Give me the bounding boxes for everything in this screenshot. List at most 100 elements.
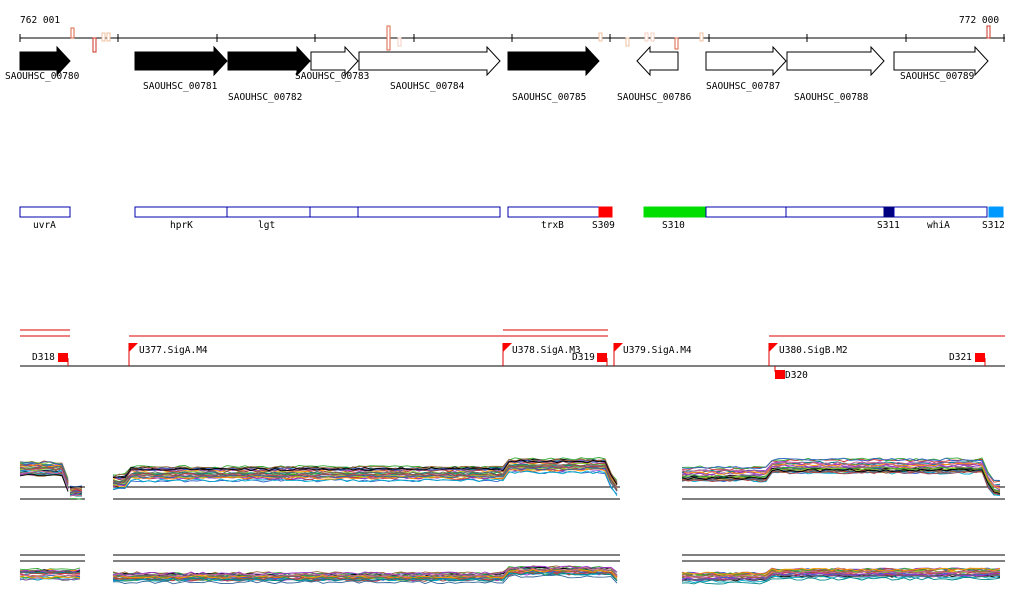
gene-label: SAOUHSC_00783 [295, 71, 369, 82]
gene-arrow[interactable] [636, 45, 679, 77]
regulation-track: U377.SigA.M4 U378.SigA.M3 U379.SigA.M4 U… [20, 329, 1005, 381]
gene-SAOUHSC_00786[interactable]: SAOUHSC_00786 [617, 45, 692, 103]
terminator-marker[interactable] [775, 370, 785, 379]
expression-trace [112, 567, 618, 578]
segment-box[interactable] [785, 206, 885, 218]
expression-trace [112, 459, 618, 485]
gene-label: SAOUHSC_00780 [5, 71, 80, 82]
promoter-U377[interactable]: U377.SigA.M4 [128, 343, 208, 366]
expression-trace [681, 470, 1001, 497]
promoter-flag[interactable] [614, 343, 623, 352]
expression-trace [19, 569, 81, 574]
expression-trace [19, 573, 81, 577]
probe-mark [106, 32, 111, 42]
ruler-end-label: 772 000 [959, 15, 999, 26]
expression-trace [681, 573, 1001, 582]
terminator-D319[interactable]: D319 [572, 352, 608, 366]
segment-label-S310: S310 [662, 220, 685, 231]
expression-trace [19, 464, 69, 484]
terminator-D321[interactable]: D321 [949, 352, 986, 366]
expression-trace [19, 571, 81, 576]
expression-trace [70, 498, 83, 500]
probe-mark [397, 37, 402, 47]
expression-trace [19, 567, 81, 572]
segment-track: uvrA hprK lgt trxB whiA S309 S310 S311 S… [19, 206, 1005, 231]
promoter-label: U379.SigA.M4 [623, 345, 692, 356]
segment-box[interactable] [893, 206, 988, 218]
gene-label: SAOUHSC_00787 [706, 81, 780, 92]
gene-arrow[interactable] [705, 45, 787, 77]
gene-arrow[interactable] [786, 45, 885, 77]
segment-box[interactable] [226, 206, 311, 218]
segment-label-S312: S312 [982, 220, 1005, 231]
segment-box[interactable] [507, 206, 600, 218]
probe-mark [650, 32, 655, 42]
gene-label: SAOUHSC_00785 [512, 92, 586, 103]
gene-SAOUHSC_00784[interactable]: SAOUHSC_00784 [358, 45, 501, 92]
segment-S309[interactable] [598, 206, 613, 218]
probe-mark [386, 25, 391, 51]
terminator-marker[interactable] [597, 353, 607, 362]
promoter-flag[interactable] [129, 343, 138, 352]
segment-label-S309: S309 [592, 220, 615, 231]
gene-label: SAOUHSC_00786 [617, 92, 692, 103]
probe-mark [598, 32, 603, 42]
gene-SAOUHSC_00787[interactable]: SAOUHSC_00787 [705, 45, 787, 92]
probe-mark [674, 37, 679, 50]
segment-box[interactable] [134, 206, 228, 218]
gene-label: SAOUHSC_00782 [228, 92, 302, 103]
segment-box[interactable] [705, 206, 787, 218]
promoter-U380[interactable]: U380.SigB.M2 [768, 343, 848, 366]
gene-arrow[interactable] [507, 45, 600, 77]
probe-mark [101, 32, 106, 42]
promoter-label: U377.SigA.M4 [139, 345, 208, 356]
gene-arrow[interactable] [358, 45, 501, 77]
expression-trace [69, 486, 83, 489]
promoter-flag[interactable] [769, 343, 778, 352]
terminator-D320[interactable]: D320 [774, 366, 808, 381]
gene-arrow[interactable] [893, 45, 989, 77]
gene-SAOUHSC_00780[interactable]: SAOUHSC_00780 [5, 45, 80, 82]
gene-arrow[interactable] [19, 45, 71, 77]
expression-trace [19, 473, 69, 492]
promoter-U379[interactable]: U379.SigA.M4 [613, 343, 692, 366]
expression-trace [69, 490, 83, 494]
terminator-marker[interactable] [58, 353, 68, 362]
gene-name-trxB: trxB [541, 220, 564, 231]
segment-box[interactable] [357, 206, 501, 218]
gene-track: SAOUHSC_00780 SAOUHSC_00781 SAOUHSC_0078… [5, 45, 989, 103]
terminator-D318[interactable]: D318 [32, 352, 69, 366]
segment-S312[interactable] [988, 206, 1004, 218]
promoter-U378[interactable]: U378.SigA.M3 [502, 343, 581, 366]
promoter-flag[interactable] [503, 343, 512, 352]
gene-SAOUHSC_00781[interactable]: SAOUHSC_00781 [134, 45, 228, 92]
gene-name-whiA: whiA [927, 220, 950, 231]
segment-S311[interactable] [883, 206, 895, 218]
gene-arrow[interactable] [310, 45, 359, 77]
expression-trace [112, 467, 618, 492]
gene-label: SAOUHSC_00789 [900, 71, 975, 82]
expression-trace [112, 458, 618, 484]
gene-SAOUHSC_00789[interactable]: SAOUHSC_00789 [893, 45, 989, 82]
gene-SAOUHSC_00783[interactable]: SAOUHSC_00783 [295, 45, 369, 82]
terminator-marker[interactable] [975, 353, 985, 362]
segment-box[interactable] [309, 206, 359, 218]
probe-mark [644, 32, 649, 42]
expression-trace [112, 458, 618, 484]
expression-trace [112, 466, 618, 492]
segment-box[interactable] [19, 206, 71, 218]
segment-S310[interactable] [643, 206, 707, 218]
gene-SAOUHSC_00785[interactable]: SAOUHSC_00785 [507, 45, 600, 103]
gene-SAOUHSC_00782[interactable]: SAOUHSC_00782 [227, 45, 311, 103]
expression-lines [19, 457, 1001, 500]
gene-arrow[interactable] [227, 45, 311, 77]
ruler-track: 762 001 772 000 [19, 15, 1005, 53]
expression-trace [69, 487, 83, 491]
expression-track-bottom [19, 554, 1005, 585]
expression-trace [681, 567, 1001, 575]
expression-trace [681, 470, 1001, 496]
expression-trace [19, 461, 69, 481]
gene-arrow[interactable] [134, 45, 228, 77]
ruler-marks [70, 25, 991, 53]
gene-SAOUHSC_00788[interactable]: SAOUHSC_00788 [786, 45, 885, 103]
